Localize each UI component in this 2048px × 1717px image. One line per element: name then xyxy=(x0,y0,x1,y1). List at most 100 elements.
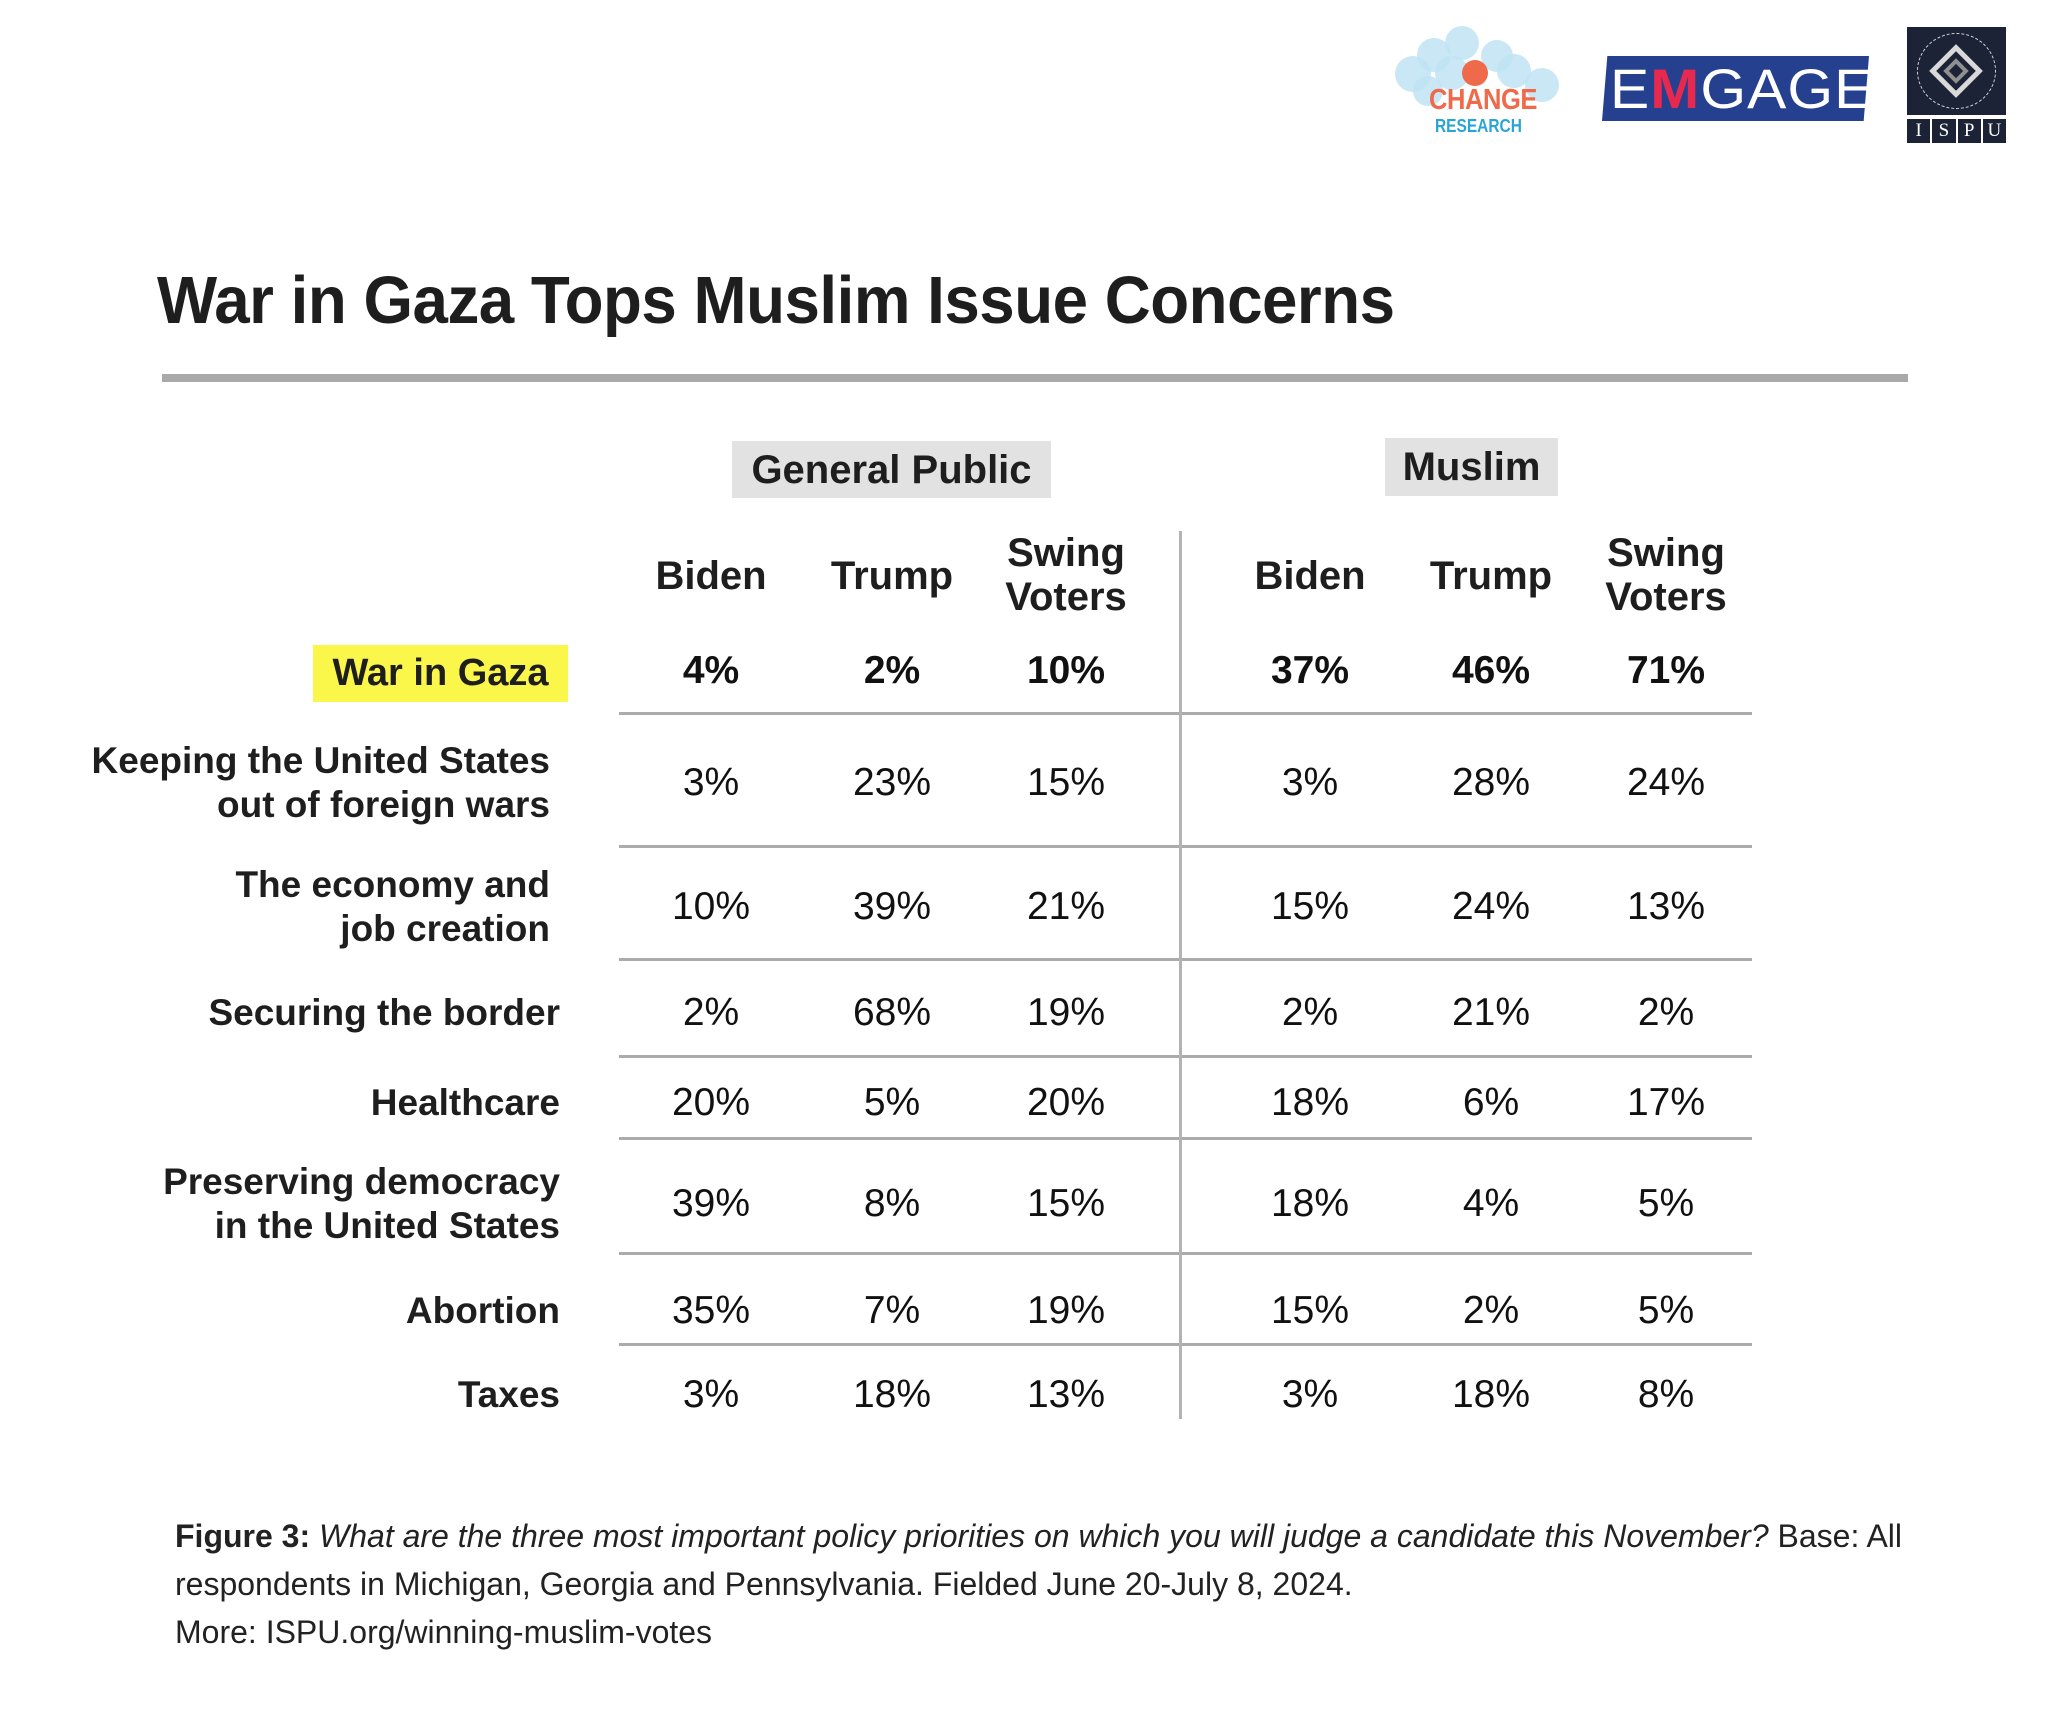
data-cell: 18% xyxy=(1451,1373,1531,1416)
caption-base: Base: All respondents in Michigan, Georg… xyxy=(175,1518,1903,1602)
data-cell: 21% xyxy=(1026,885,1106,928)
data-cell: 15% xyxy=(1270,1289,1350,1332)
change-research-line1: CHANGE xyxy=(1429,84,1537,116)
data-cell: 15% xyxy=(1026,1182,1106,1225)
column-header-general-public-trump: Trump xyxy=(807,554,977,598)
logo-circle xyxy=(1525,68,1559,102)
row-divider xyxy=(619,1252,1752,1255)
data-cell: 39% xyxy=(852,885,932,928)
logo-dot xyxy=(1462,60,1488,86)
emgage-accent: M xyxy=(1650,57,1701,120)
data-cell: 20% xyxy=(1026,1081,1106,1124)
row-label-line: Healthcare xyxy=(370,1082,560,1123)
data-cell: 10% xyxy=(1026,649,1106,692)
ispu-logo: I S P U xyxy=(1907,27,2006,143)
data-cell: 46% xyxy=(1451,649,1531,692)
title-divider xyxy=(162,374,1908,382)
data-cell: 37% xyxy=(1270,649,1350,692)
row-label-line: out of foreign wars xyxy=(217,784,550,825)
data-cell: 18% xyxy=(1270,1081,1350,1124)
emgage-suffix: GAGE xyxy=(1700,57,1875,120)
data-cell: 4% xyxy=(682,649,740,692)
data-cell: 15% xyxy=(1026,761,1106,804)
data-cell: 35% xyxy=(671,1289,751,1332)
column-header-line: Swing xyxy=(1607,531,1725,575)
column-header-general-public-swing: Swing Voters xyxy=(981,531,1151,619)
caption-more-link: More: ISPU.org/winning-muslim-votes xyxy=(175,1614,713,1650)
chart-title: War in Gaza Tops Muslim Issue Concerns xyxy=(157,263,1395,338)
row-label: Securing the border xyxy=(208,991,560,1035)
data-cell: 8% xyxy=(1637,1373,1695,1416)
ispu-ring xyxy=(1917,33,1996,109)
column-header-muslim-biden: Biden xyxy=(1225,554,1395,598)
column-header-line: Biden xyxy=(655,554,767,598)
row-label-line: Keeping the United States xyxy=(91,740,550,781)
row-divider xyxy=(619,712,1752,715)
data-cell: 7% xyxy=(863,1289,921,1332)
row-label: Preserving democracy in the United States xyxy=(163,1160,560,1248)
column-header-line: Trump xyxy=(830,554,954,598)
column-header-line: Trump xyxy=(1429,554,1553,598)
data-cell: 3% xyxy=(1281,1373,1339,1416)
data-cell: 21% xyxy=(1451,991,1531,1034)
group-header-general-public: General Public xyxy=(732,441,1051,498)
change-research-line2: RESEARCH xyxy=(1435,116,1522,136)
row-divider xyxy=(619,1343,1752,1346)
change-research-logo: CHANGE RESEARCH xyxy=(1395,26,1570,141)
emgage-logo: EMGAGE xyxy=(1602,56,1873,121)
data-cell: 3% xyxy=(682,1373,740,1416)
data-cell: 2% xyxy=(1637,991,1695,1034)
row-label-line: The economy and xyxy=(235,864,550,905)
logo-circle xyxy=(1445,26,1479,60)
data-cell: 18% xyxy=(852,1373,932,1416)
row-label-highlighted: War in Gaza xyxy=(313,645,568,702)
row-label: Abortion xyxy=(406,1289,560,1333)
group-divider-vertical xyxy=(1179,531,1182,1419)
data-cell: 15% xyxy=(1270,885,1350,928)
data-cell: 3% xyxy=(682,761,740,804)
row-label: Keeping the United States out of foreign … xyxy=(92,739,550,827)
ispu-letter: P xyxy=(1957,119,1981,143)
caption-lead: Figure 3: xyxy=(175,1518,311,1554)
row-divider xyxy=(619,1137,1752,1140)
data-cell: 10% xyxy=(671,885,751,928)
data-cell: 13% xyxy=(1626,885,1706,928)
data-cell: 5% xyxy=(863,1081,921,1124)
data-cell: 28% xyxy=(1451,761,1531,804)
data-cell: 4% xyxy=(1462,1182,1520,1225)
data-cell: 20% xyxy=(671,1081,751,1124)
column-header-muslim-swing: Swing Voters xyxy=(1581,531,1751,619)
emgage-logo-text: EMGAGE xyxy=(1610,60,1874,118)
data-cell: 68% xyxy=(852,991,932,1034)
data-cell: 8% xyxy=(863,1182,921,1225)
data-cell: 24% xyxy=(1451,885,1531,928)
data-cell: 6% xyxy=(1462,1081,1520,1124)
group-header-muslim: Muslim xyxy=(1385,438,1558,496)
data-cell: 18% xyxy=(1270,1182,1350,1225)
data-cell: 23% xyxy=(852,761,932,804)
data-cell: 19% xyxy=(1026,991,1106,1034)
data-cell: 13% xyxy=(1026,1373,1106,1416)
column-header-line: Biden xyxy=(1254,554,1366,598)
row-divider xyxy=(619,958,1752,961)
caption-question: What are the three most important policy… xyxy=(319,1518,1769,1554)
row-label-line: Securing the border xyxy=(208,992,560,1033)
data-cell: 2% xyxy=(682,991,740,1034)
column-header-line: Voters xyxy=(1605,575,1727,619)
data-cell: 3% xyxy=(1281,761,1339,804)
row-label-line: job creation xyxy=(340,908,550,949)
data-cell: 5% xyxy=(1637,1289,1695,1332)
row-divider xyxy=(619,845,1752,848)
column-header-general-public-biden: Biden xyxy=(626,554,796,598)
row-label-line: in the United States xyxy=(214,1205,560,1246)
figure-caption: Figure 3: What are the three most import… xyxy=(175,1512,1975,1656)
logo-circle xyxy=(1413,76,1443,106)
ispu-letter: U xyxy=(1982,119,2006,143)
ispu-letter: I xyxy=(1907,119,1931,143)
column-header-line: Voters xyxy=(1005,575,1127,619)
column-header-muslim-trump: Trump xyxy=(1406,554,1576,598)
data-cell: 5% xyxy=(1637,1182,1695,1225)
row-label-line: Preserving democracy xyxy=(163,1161,560,1202)
row-divider xyxy=(619,1055,1752,1058)
data-cell: 19% xyxy=(1026,1289,1106,1332)
